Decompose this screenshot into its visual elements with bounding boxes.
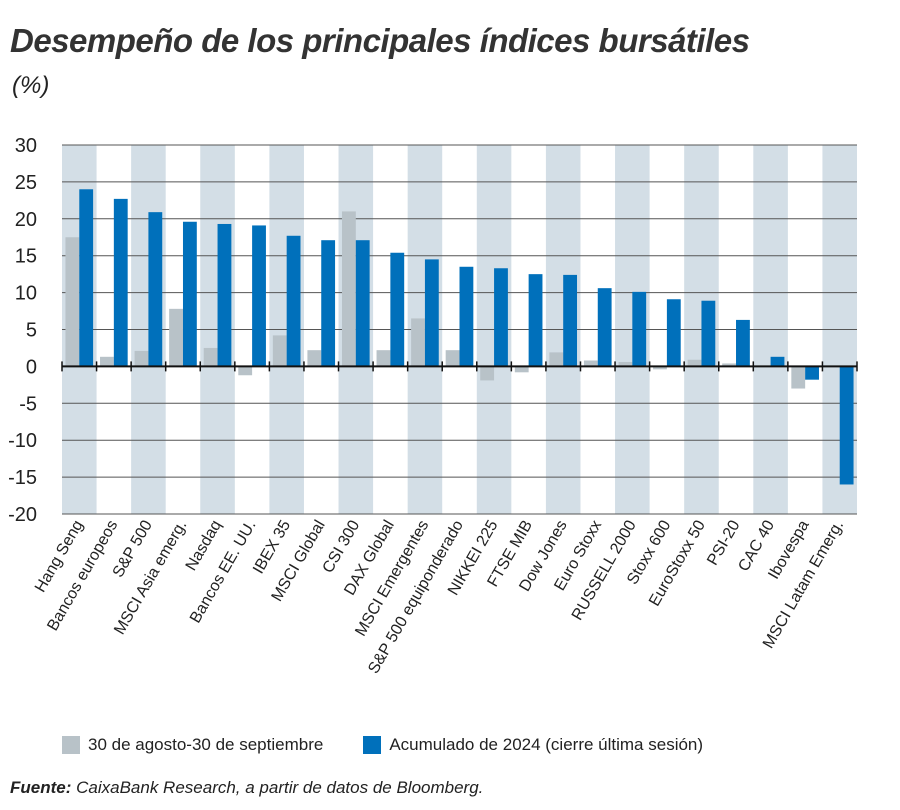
bar-ytd [701,300,716,367]
y-tick-label: 20 [15,209,37,231]
bar-ytd [182,221,197,367]
bar-period [653,366,667,370]
bar-ytd [632,291,647,367]
y-tick-label: -5 [19,393,37,415]
bar-period [549,352,564,367]
y-tick-label: 30 [15,135,37,157]
bar-period [100,356,114,367]
source-note: Fuente: CaixaBank Research, a partir de … [10,778,483,798]
bar-ytd [563,274,578,367]
bar-ytd [424,259,439,367]
bar-period [722,363,737,367]
legend-swatch-ytd [363,736,382,754]
source-label: Fuente: [10,778,72,797]
y-tick-label: 10 [15,283,37,305]
bar-period [480,366,495,381]
bar-ytd [459,266,474,367]
bar-period [514,366,529,373]
legend-item-period: 30 de agosto-30 de septiembre [62,735,323,755]
bar-ytd [666,299,681,367]
y-tick-label: 5 [26,320,37,342]
legend: 30 de agosto-30 de septiembre Acumulado … [62,735,703,755]
chart-title: Desempeño de los principales índices bur… [10,22,750,59]
bar-period [238,366,253,376]
y-tick-label: -15 [8,467,37,489]
bar-period [307,350,322,367]
bar-period [272,335,287,367]
legend-swatch-period [62,736,80,754]
bar-ytd [805,366,819,380]
legend-label-ytd: Acumulado de 2024 (cierre última sesión) [389,735,704,754]
bar-period [341,211,356,367]
bar-period [791,366,806,389]
y-tick-label: 15 [15,246,37,268]
bar-period [134,350,149,367]
bar-ytd [839,366,854,485]
unit-label: (%) [12,72,50,99]
bar-ytd [286,235,301,367]
bar-period [618,361,633,367]
bar-ytd [736,319,750,367]
bar-ytd [770,356,785,367]
bar-ytd [113,198,128,367]
bar-period [687,359,702,367]
bar-ytd [390,252,405,367]
bar-ytd [79,189,94,367]
bar-ytd [528,274,543,367]
bar-period [203,347,218,367]
bar-period [583,360,598,367]
bar-ytd [494,268,508,367]
bar-period [411,318,425,367]
source-text: CaixaBank Research, a partir de datos de… [71,778,484,797]
y-tick-label: -10 [8,430,37,452]
y-tick-label: 25 [15,172,37,194]
bar-period [169,308,183,367]
bar-period [65,237,80,367]
legend-label-period: 30 de agosto-30 de septiembre [88,735,324,754]
bar-ytd [252,225,266,367]
y-tick-label: 0 [26,356,37,378]
bar-period [445,350,460,367]
y-tick-label: -20 [8,504,37,526]
legend-item-ytd: Acumulado de 2024 (cierre última sesión) [363,735,703,755]
bar-ytd [148,212,163,367]
bar-ytd [321,240,336,367]
bar-ytd [217,223,232,367]
bar-ytd [355,240,370,367]
bar-ytd [597,288,612,367]
bar-period [376,350,391,367]
